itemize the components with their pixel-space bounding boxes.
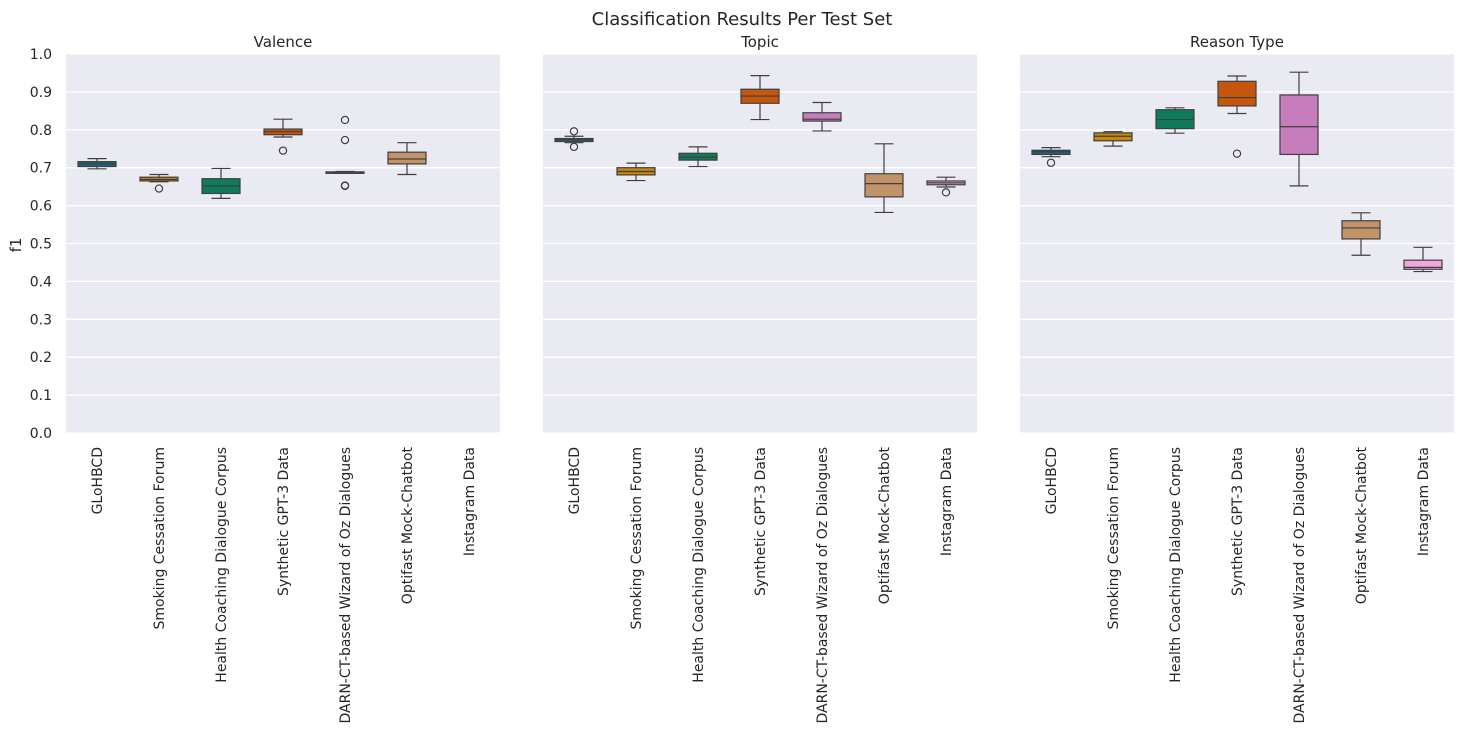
box-7 bbox=[926, 176, 966, 197]
box-2 bbox=[139, 173, 179, 193]
outlier-point bbox=[340, 135, 350, 145]
x-tick-label: GLoHBCD bbox=[567, 447, 583, 514]
chart-title: Classification Results Per Test Set bbox=[592, 9, 893, 30]
x-tick-label: Instagram Data bbox=[939, 447, 955, 556]
x-tick-label: Synthetic GPT-3 Data bbox=[753, 447, 769, 596]
outlier-point bbox=[1046, 158, 1056, 167]
y-tick-label: 0.2 bbox=[30, 350, 52, 366]
y-tick-label: 0.5 bbox=[30, 237, 52, 253]
x-tick-label: Health Coaching Dialogue Corpus bbox=[214, 447, 230, 683]
box-3 bbox=[678, 146, 718, 168]
y-tick-label: 0.6 bbox=[30, 199, 52, 215]
box-iqr bbox=[802, 112, 842, 122]
panel-reason-type: Reason Type GLoHBCD Smoking Cessation Foru… bbox=[1020, 33, 1454, 724]
x-tick-label: Instagram Data bbox=[462, 447, 478, 556]
x-tick-label: Health Coaching Dialogue Corpus bbox=[691, 447, 707, 683]
y-axis-label: f1 bbox=[7, 238, 25, 253]
x-tick-label: DARN-CT-based Wizard of Oz Dialogues bbox=[338, 447, 354, 724]
x-tick-label: Health Coaching Dialogue Corpus bbox=[1168, 447, 1184, 683]
outlier-point bbox=[340, 181, 350, 190]
x-tick-label: GLoHBCD bbox=[1044, 447, 1060, 514]
y-tick-label: 0.1 bbox=[30, 388, 52, 404]
box-4 bbox=[740, 75, 780, 121]
box-iqr bbox=[1279, 94, 1319, 156]
y-tick-label: 0.3 bbox=[30, 312, 52, 328]
box-5 bbox=[1279, 71, 1319, 187]
outlier-point bbox=[569, 142, 579, 152]
box-iqr bbox=[1341, 220, 1381, 240]
panel-title: Reason Type bbox=[1190, 33, 1284, 51]
box-iqr bbox=[1403, 259, 1443, 270]
y-tick-label: 0.4 bbox=[30, 274, 52, 290]
box-iqr bbox=[387, 151, 427, 165]
box-4 bbox=[263, 118, 303, 155]
y-tick-label: 0.7 bbox=[30, 161, 52, 177]
y-tick-label: 0.9 bbox=[30, 85, 52, 101]
y-axis-ticks: 0.0 0.1 0.2 0.3 0.4 0.5 0.6 0.7 0.8 0.9 1.0 bbox=[30, 47, 52, 442]
x-tick-label: Synthetic GPT-3 Data bbox=[1230, 447, 1246, 596]
x-tick-label: Optifast Mock-Chatbot bbox=[1354, 446, 1370, 604]
y-tick-label: 0.8 bbox=[30, 123, 52, 139]
y-tick-label: 0.0 bbox=[30, 426, 52, 442]
box-3 bbox=[201, 167, 241, 199]
panel-topic: Topic GLoHBCD Smoking Cessation Forum Healt… bbox=[543, 33, 977, 724]
box-6 bbox=[387, 142, 427, 176]
x-tick-label: Instagram Data bbox=[1416, 447, 1432, 556]
box-1 bbox=[554, 127, 594, 152]
x-tick-label: GLoHBCD bbox=[90, 447, 106, 514]
x-tick-label: Smoking Cessation Forum bbox=[152, 447, 168, 630]
x-tick-label: Smoking Cessation Forum bbox=[1106, 447, 1122, 630]
box-4 bbox=[1217, 75, 1257, 158]
box-5 bbox=[802, 101, 842, 132]
box-iqr bbox=[864, 173, 904, 198]
outlier-point bbox=[340, 115, 350, 125]
box-2 bbox=[1093, 131, 1133, 147]
box-6 bbox=[1341, 212, 1381, 256]
x-tick-label: DARN-CT-based Wizard of Oz Dialogues bbox=[815, 447, 831, 724]
outlier-point bbox=[1232, 149, 1242, 158]
x-tick-label: Optifast Mock-Chatbot bbox=[400, 446, 416, 604]
outlier-point bbox=[278, 146, 288, 155]
box-7 bbox=[1403, 246, 1443, 273]
box-2 bbox=[616, 162, 656, 182]
panel-title: Topic bbox=[740, 33, 779, 51]
panels: Valence GLoHBCD Smoking Cessation Forum Hea… bbox=[66, 33, 1454, 724]
box-3 bbox=[1155, 107, 1195, 134]
box-6 bbox=[864, 143, 904, 214]
box-1 bbox=[1031, 147, 1071, 167]
box-1 bbox=[77, 158, 117, 170]
box-iqr bbox=[1217, 80, 1257, 107]
panel-valence: Valence GLoHBCD Smoking Cessation Forum Hea… bbox=[66, 33, 500, 724]
panel-title: Valence bbox=[254, 33, 313, 51]
outlier-point bbox=[941, 188, 951, 197]
x-tick-label: Optifast Mock-Chatbot bbox=[877, 446, 893, 604]
x-tick-label: Smoking Cessation Forum bbox=[629, 447, 645, 630]
outlier-point bbox=[569, 127, 579, 136]
x-tick-label: DARN-CT-based Wizard of Oz Dialogues bbox=[1292, 447, 1308, 724]
outlier-point bbox=[154, 184, 164, 193]
box-5 bbox=[325, 115, 365, 191]
y-tick-label: 1.0 bbox=[30, 47, 52, 63]
x-tick-label: Synthetic GPT-3 Data bbox=[276, 447, 292, 596]
